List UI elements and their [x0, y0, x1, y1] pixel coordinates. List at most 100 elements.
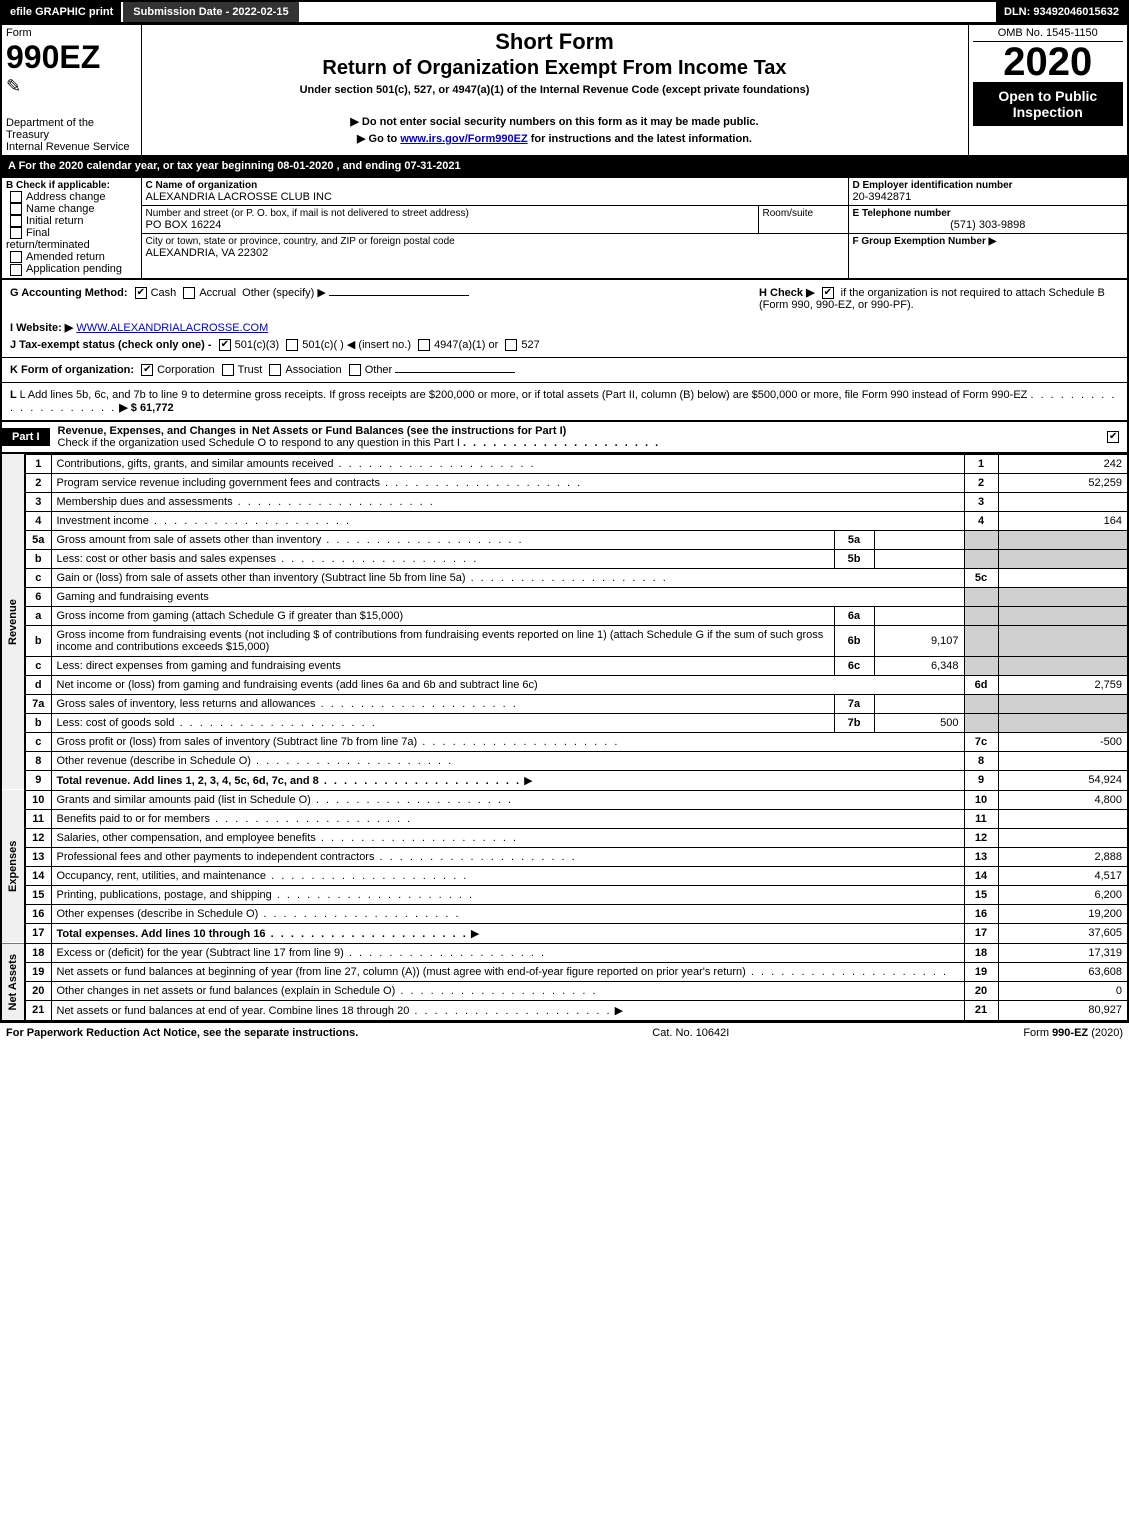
- check-trust[interactable]: [222, 364, 234, 376]
- part-1-checknote: Check if the organization used Schedule …: [58, 437, 460, 449]
- l9-arrow: ▶: [524, 775, 532, 787]
- l7c-num: c: [25, 732, 51, 751]
- check-final-return[interactable]: [10, 227, 22, 239]
- box-c-city-label: City or town, state or province, country…: [146, 236, 844, 247]
- l13-value: 2,888: [998, 847, 1128, 866]
- l18-text: Excess or (deficit) for the year (Subtra…: [57, 947, 547, 959]
- l7a-num: 7a: [25, 694, 51, 713]
- l7a-subnum: 7a: [834, 694, 874, 713]
- l6b-num: b: [25, 625, 51, 656]
- phone-value: (571) 303-9898: [853, 219, 1124, 231]
- check-address-change[interactable]: [10, 191, 22, 203]
- l2-lineno: 2: [964, 473, 998, 492]
- l5b-text: Less: cost or other basis and sales expe…: [57, 553, 479, 565]
- check-4947[interactable]: [418, 339, 430, 351]
- check-schedule-o-part1[interactable]: [1107, 431, 1119, 443]
- l16-text: Other expenses (describe in Schedule O): [57, 908, 461, 920]
- l14-lineno: 14: [964, 866, 998, 885]
- l21-arrow: ▶: [615, 1005, 623, 1017]
- sub3-suffix: for instructions and the latest informat…: [531, 133, 752, 145]
- l2-text: Program service revenue including govern…: [57, 477, 583, 489]
- part-1-label: Part I: [2, 428, 50, 446]
- org-city: ALEXANDRIA, VA 22302: [146, 247, 844, 259]
- org-address: PO BOX 16224: [146, 219, 754, 231]
- check-amended-return[interactable]: [10, 251, 22, 263]
- footer-mid: Cat. No. 10642I: [652, 1027, 729, 1039]
- footer-right: Form 990-EZ (2020): [1023, 1027, 1123, 1039]
- ein-value: 20-3942871: [853, 191, 1124, 203]
- l7a-subval: [874, 694, 964, 713]
- box-c-name-label: C Name of organization: [146, 180, 844, 191]
- irs-link[interactable]: www.irs.gov/Form990EZ: [400, 133, 527, 145]
- l9-value: 54,924: [998, 770, 1128, 790]
- l7b-subnum: 7b: [834, 713, 874, 732]
- l5a-num: 5a: [25, 530, 51, 549]
- l19-value: 63,608: [998, 962, 1128, 981]
- check-501c3[interactable]: [219, 339, 231, 351]
- dept-treasury: Department of the Treasury: [6, 117, 137, 141]
- check-initial-return[interactable]: [10, 215, 22, 227]
- l10-text: Grants and similar amounts paid (list in…: [57, 794, 514, 806]
- l21-num: 21: [25, 1000, 51, 1021]
- l16-num: 16: [25, 904, 51, 923]
- l4-text: Investment income: [57, 515, 352, 527]
- l6-text: Gaming and fundraising events: [51, 587, 964, 606]
- l15-text: Printing, publications, postage, and shi…: [57, 889, 475, 901]
- l1-num: 1: [25, 454, 51, 473]
- l18-num: 18: [25, 943, 51, 962]
- l7b-subval: 500: [874, 713, 964, 732]
- l14-text: Occupancy, rent, utilities, and maintena…: [57, 870, 469, 882]
- check-501c[interactable]: [286, 339, 298, 351]
- check-name-change[interactable]: [10, 203, 22, 215]
- opt-name-change: Name change: [26, 203, 95, 215]
- l16-lineno: 16: [964, 904, 998, 923]
- check-527[interactable]: [505, 339, 517, 351]
- l1-text: Contributions, gifts, grants, and simila…: [57, 458, 536, 470]
- opt-cash: Cash: [151, 287, 177, 299]
- opt-501c: 501(c)( ) ◀ (insert no.): [302, 339, 411, 351]
- check-association[interactable]: [269, 364, 281, 376]
- opt-other-org: Other: [365, 364, 393, 376]
- l5c-text: Gain or (loss) from sale of assets other…: [57, 572, 668, 584]
- check-schedule-b[interactable]: [822, 287, 834, 299]
- l8-text: Other revenue (describe in Schedule O): [57, 755, 454, 767]
- form-subtitle-1: Under section 501(c), 527, or 4947(a)(1)…: [146, 84, 964, 96]
- box-i-label: I Website: ▶: [10, 322, 73, 334]
- box-g-label: G Accounting Method:: [10, 287, 128, 299]
- l14-num: 14: [25, 866, 51, 885]
- check-accrual[interactable]: [183, 287, 195, 299]
- form-header: Form 990EZ ✎ Department of the Treasury …: [0, 24, 1129, 157]
- check-other-org[interactable]: [349, 364, 361, 376]
- opt-501c3: 501(c)(3): [235, 339, 280, 351]
- l6a-subnum: 6a: [834, 606, 874, 625]
- l19-lineno: 19: [964, 962, 998, 981]
- check-cash[interactable]: [135, 287, 147, 299]
- l18-value: 17,319: [998, 943, 1128, 962]
- tax-year-bar: A For the 2020 calendar year, or tax yea…: [0, 157, 1129, 177]
- check-application-pending[interactable]: [10, 264, 22, 276]
- l4-num: 4: [25, 511, 51, 530]
- l11-value: [998, 809, 1128, 828]
- website-link[interactable]: WWW.ALEXANDRIALACROSSE.COM: [76, 322, 268, 334]
- part-1-title: Revenue, Expenses, and Changes in Net As…: [58, 425, 567, 437]
- opt-trust: Trust: [238, 364, 263, 376]
- box-b-head: B Check if applicable:: [6, 180, 137, 191]
- l4-value: 164: [998, 511, 1128, 530]
- l21-text: Net assets or fund balances at end of ye…: [57, 1005, 612, 1017]
- l7c-lineno: 7c: [964, 732, 998, 751]
- l7c-value: -500: [998, 732, 1128, 751]
- l20-lineno: 20: [964, 981, 998, 1000]
- check-corporation[interactable]: [141, 364, 153, 376]
- top-bar: efile GRAPHIC print Submission Date - 20…: [0, 0, 1129, 24]
- opt-application-pending: Application pending: [26, 263, 122, 275]
- l15-num: 15: [25, 885, 51, 904]
- efile-print-button[interactable]: efile GRAPHIC print: [2, 2, 123, 22]
- l1-value: 242: [998, 454, 1128, 473]
- l5c-lineno: 5c: [964, 568, 998, 587]
- l6d-num: d: [25, 675, 51, 694]
- l20-value: 0: [998, 981, 1128, 1000]
- l13-text: Professional fees and other payments to …: [57, 851, 577, 863]
- form-word: Form: [6, 27, 137, 39]
- section-l: L L Add lines 5b, 6c, and 7b to line 9 t…: [0, 383, 1129, 422]
- l4-lineno: 4: [964, 511, 998, 530]
